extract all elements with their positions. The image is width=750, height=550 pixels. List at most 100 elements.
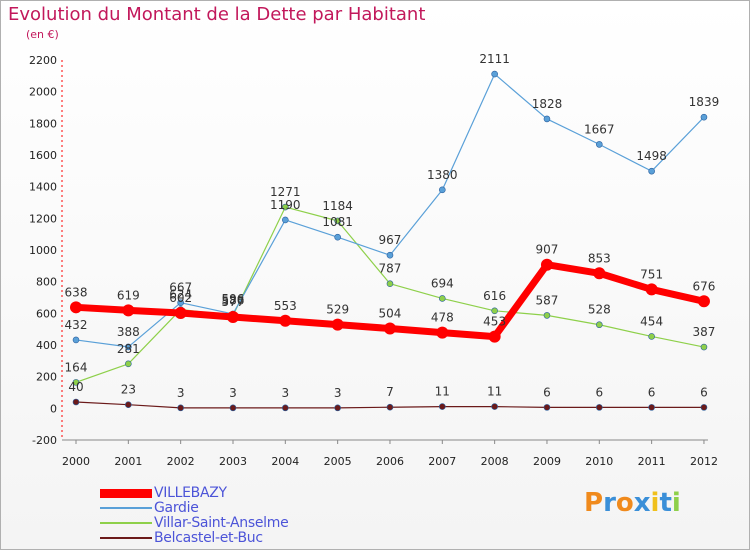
data-label: 1498 [636, 149, 667, 163]
data-label: 587 [536, 293, 559, 307]
data-point [648, 333, 655, 340]
data-point [331, 318, 344, 331]
data-label: 281 [117, 342, 140, 356]
data-label: 453 [483, 315, 506, 329]
data-point [72, 398, 80, 406]
data-point [125, 343, 132, 351]
data-point [125, 360, 132, 368]
data-label: 3 [177, 386, 185, 400]
data-label: 6 [543, 385, 551, 399]
data-label: 387 [693, 325, 716, 339]
data-label: 1667 [584, 122, 615, 136]
data-label: 1190 [270, 198, 301, 212]
legend-swatch [100, 522, 152, 524]
data-label: 907 [536, 243, 559, 257]
y-tick-label: 400 [36, 339, 57, 352]
data-point [177, 299, 184, 307]
data-label: 11 [487, 385, 502, 399]
chart-title: Evolution du Montant de la Dette par Hab… [8, 4, 426, 25]
logo-letter: x [633, 488, 651, 518]
data-label: 1839 [689, 95, 720, 109]
y-tick-label: 1200 [29, 212, 57, 225]
data-point [386, 403, 394, 411]
data-label: 553 [274, 299, 297, 313]
proxiti-logo: Proxiti [584, 488, 681, 518]
data-point [595, 141, 603, 148]
data-point [543, 404, 551, 411]
y-tick-label: 1800 [29, 117, 57, 130]
data-label: 619 [117, 288, 140, 302]
data-label: 1081 [322, 215, 353, 229]
data-point [645, 283, 658, 296]
data-label: 2111 [479, 52, 510, 66]
data-label: 586 [222, 294, 245, 308]
data-point [174, 307, 187, 320]
data-point [282, 216, 289, 224]
data-label: 676 [693, 279, 716, 293]
data-label: 7 [386, 385, 394, 399]
data-point [282, 203, 289, 211]
data-point [439, 403, 446, 410]
data-label: 967 [379, 233, 402, 247]
data-point [226, 310, 239, 323]
data-point [279, 314, 292, 327]
data-point [439, 295, 446, 302]
y-tick-label: 2000 [29, 86, 57, 99]
data-label: 638 [65, 285, 88, 299]
data-point [70, 301, 82, 314]
logo-letter: t [659, 488, 672, 518]
x-tick-label: 2009 [533, 455, 561, 468]
chart-subtitle: (en €) [26, 28, 59, 41]
data-point [488, 330, 501, 343]
y-tick-label: 200 [36, 371, 57, 384]
data-point [543, 115, 551, 123]
data-label: 694 [431, 276, 454, 290]
data-point [72, 336, 80, 344]
data-point [386, 251, 394, 259]
x-tick-label: 2003 [219, 455, 247, 468]
y-tick-label: 0 [50, 402, 57, 415]
data-point [491, 403, 498, 410]
data-point [593, 267, 606, 280]
data-label: 432 [65, 318, 88, 332]
data-label: 454 [640, 314, 663, 328]
data-label: 504 [379, 307, 402, 321]
y-tick-label: 600 [36, 307, 57, 320]
data-point [700, 343, 708, 351]
data-label: 23 [121, 383, 136, 397]
data-label: 478 [431, 311, 454, 325]
data-label: 787 [379, 262, 402, 276]
x-tick-label: 2000 [62, 455, 90, 468]
data-label: 3 [334, 386, 342, 400]
data-label: 596 [222, 292, 245, 306]
data-label: 528 [588, 303, 611, 317]
data-label: 6 [595, 385, 603, 399]
x-tick-label: 2008 [481, 455, 509, 468]
data-label: 1828 [532, 97, 563, 111]
data-point [700, 113, 708, 121]
data-point [648, 404, 655, 411]
data-label: 1380 [427, 168, 458, 182]
y-tick-label: -200 [32, 434, 57, 447]
logo-letter: P [584, 488, 604, 518]
x-tick-label: 2012 [690, 455, 718, 468]
data-point [334, 404, 341, 412]
y-tick-label: 2200 [29, 54, 57, 67]
logo-letter: r [603, 488, 616, 518]
y-tick-label: 1600 [29, 149, 57, 162]
data-label: 853 [588, 251, 611, 265]
data-label: 6 [700, 385, 708, 399]
data-point [122, 304, 135, 317]
data-point [72, 379, 80, 386]
x-tick-label: 2004 [271, 455, 299, 468]
data-label: 388 [117, 325, 140, 339]
data-label: 1184 [322, 199, 353, 213]
x-tick-label: 2001 [114, 455, 142, 468]
data-label: 624 [169, 288, 192, 302]
legend-label: Gardie [154, 500, 199, 516]
x-tick-label: 2005 [324, 455, 352, 468]
x-tick-label: 2010 [585, 455, 613, 468]
x-tick-label: 2002 [167, 455, 195, 468]
data-point [543, 312, 551, 319]
legend-swatch [100, 537, 152, 539]
